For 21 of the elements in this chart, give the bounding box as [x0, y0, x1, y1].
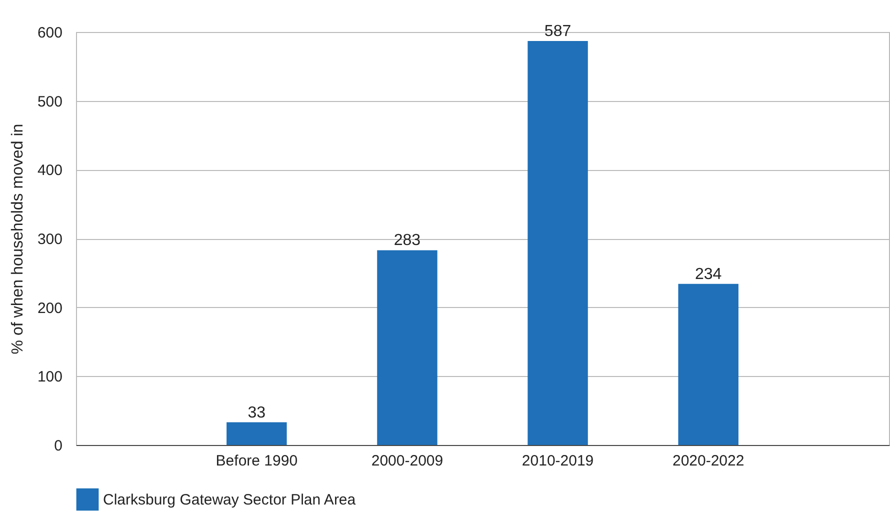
y-tick-label: 0	[54, 438, 62, 454]
y-tick-label: 400	[37, 162, 62, 180]
data-label: 587	[544, 22, 572, 40]
legend-label: Clarksburg Gateway Sector Plan Area	[103, 492, 356, 508]
x-tick-label: 2000-2009	[371, 452, 444, 470]
y-tick-label: 100	[37, 368, 62, 386]
y-tick-label: 300	[37, 231, 62, 248]
y-tick-label: 200	[37, 300, 62, 317]
bar	[678, 284, 738, 445]
y-tick-label: 600	[37, 24, 62, 42]
data-label: 234	[694, 266, 722, 283]
bar	[226, 422, 287, 445]
x-tick-label: Before 1990	[216, 452, 298, 470]
bar	[377, 250, 438, 445]
x-tick-label: 2010-2019	[522, 452, 594, 470]
y-tick-label: 500	[37, 93, 62, 110]
y-axis-title: % of when households moved in	[9, 124, 26, 354]
data-label: 283	[394, 232, 421, 250]
x-tick-label: 2020-2022	[672, 452, 744, 470]
bar	[528, 40, 588, 445]
data-label: 33	[248, 404, 266, 422]
